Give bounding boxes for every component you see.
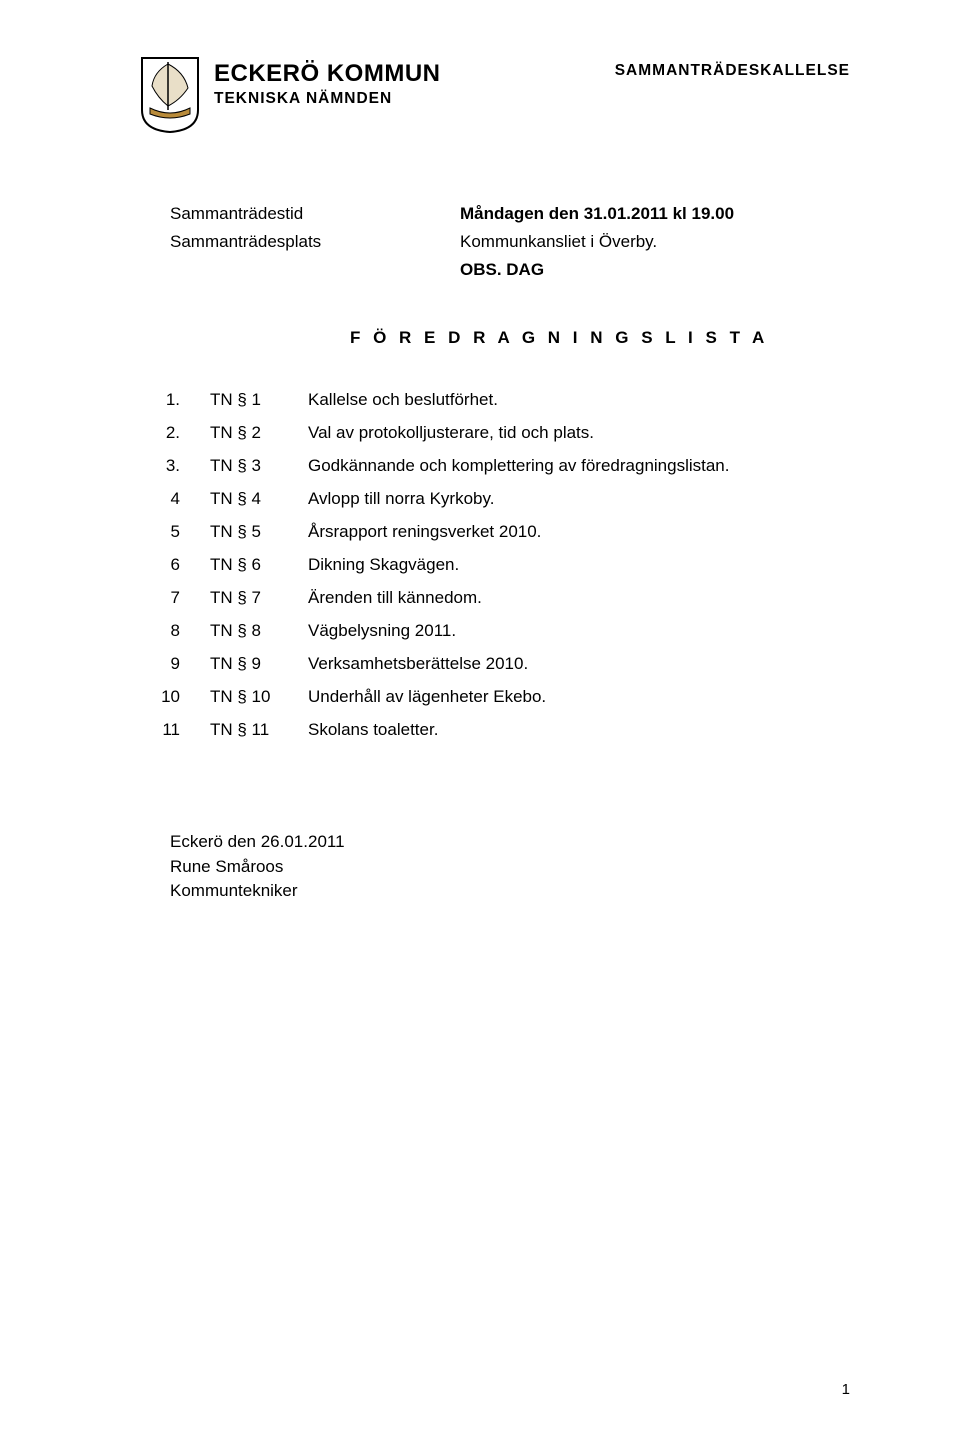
meeting-place-value: Kommunkansliet i Överby.	[460, 232, 657, 252]
agenda-item-desc: Skolans toaletter.	[298, 720, 850, 740]
agenda-item-desc: Årsrapport reningsverket 2010.	[298, 522, 850, 542]
agenda-item: 9 TN § 9 Verksamhetsberättelse 2010.	[140, 654, 850, 674]
agenda-heading: F Ö R E D R A G N I N G S L I S T A	[350, 328, 850, 348]
agenda-item-num: 8	[140, 621, 188, 641]
agenda-item-num: 6	[140, 555, 188, 575]
agenda-item-num: 5	[140, 522, 188, 542]
meeting-place-label: Sammanträdesplats	[170, 232, 460, 252]
meeting-time-row: Sammanträdestid Måndagen den 31.01.2011 …	[170, 204, 850, 224]
agenda-item: 8 TN § 8 Vägbelysning 2011.	[140, 621, 850, 641]
agenda-item-ref: TN § 7	[188, 588, 298, 608]
agenda-item-desc: Kallelse och beslutförhet.	[298, 390, 850, 410]
page: ECKERÖ KOMMUN TEKNISKA NÄMNDEN SAMMANTRÄ…	[0, 0, 960, 1448]
meeting-time-value: Måndagen den 31.01.2011 kl 19.00	[460, 204, 734, 224]
agenda-item-ref: TN § 6	[188, 555, 298, 575]
footer: Eckerö den 26.01.2011 Rune Småroos Kommu…	[170, 830, 850, 904]
agenda-item: 1. TN § 1 Kallelse och beslutförhet.	[140, 390, 850, 410]
agenda-item-ref: TN § 2	[188, 423, 298, 443]
agenda-item-num: 10	[140, 687, 188, 707]
agenda-list: 1. TN § 1 Kallelse och beslutförhet. 2. …	[140, 390, 850, 740]
agenda-item: 11 TN § 11 Skolans toaletter.	[140, 720, 850, 740]
agenda-item-num: 7	[140, 588, 188, 608]
agenda-item: 4 TN § 4 Avlopp till norra Kyrkoby.	[140, 489, 850, 509]
header-text: ECKERÖ KOMMUN TEKNISKA NÄMNDEN SAMMANTRÄ…	[214, 60, 850, 108]
agenda-item-desc: Underhåll av lägenheter Ekebo.	[298, 687, 850, 707]
agenda-item: 3. TN § 3 Godkännande och komplettering …	[140, 456, 850, 476]
agenda-item-desc: Avlopp till norra Kyrkoby.	[298, 489, 850, 509]
meeting-obs: OBS. DAG	[460, 260, 850, 280]
agenda-item-ref: TN § 8	[188, 621, 298, 641]
agenda-item-desc: Val av protokolljusterare, tid och plats…	[298, 423, 850, 443]
agenda-item-num: 1.	[140, 390, 188, 410]
agenda-item-ref: TN § 4	[188, 489, 298, 509]
agenda-item-ref: TN § 9	[188, 654, 298, 674]
agenda-item: 10 TN § 10 Underhåll av lägenheter Ekebo…	[140, 687, 850, 707]
agenda-item-ref: TN § 5	[188, 522, 298, 542]
agenda-item: 2. TN § 2 Val av protokolljusterare, tid…	[140, 423, 850, 443]
agenda-item-num: 4	[140, 489, 188, 509]
agenda-item: 5 TN § 5 Årsrapport reningsverket 2010.	[140, 522, 850, 542]
meeting-place-row: Sammanträdesplats Kommunkansliet i Överb…	[170, 232, 850, 252]
agenda-item-ref: TN § 11	[188, 720, 298, 740]
dept-name: TEKNISKA NÄMNDEN	[214, 90, 441, 108]
page-number: 1	[842, 1381, 850, 1398]
agenda-item-num: 3.	[140, 456, 188, 476]
agenda-item-desc: Verksamhetsberättelse 2010.	[298, 654, 850, 674]
meeting-info: Sammanträdestid Måndagen den 31.01.2011 …	[170, 204, 850, 280]
footer-title: Kommuntekniker	[170, 879, 850, 904]
agenda-item-desc: Vägbelysning 2011.	[298, 621, 850, 641]
agenda-item-desc: Dikning Skagvägen.	[298, 555, 850, 575]
agenda-item-ref: TN § 1	[188, 390, 298, 410]
org-name: ECKERÖ KOMMUN	[214, 60, 441, 88]
agenda-item: 6 TN § 6 Dikning Skagvägen.	[140, 555, 850, 575]
agenda-item-ref: TN § 3	[188, 456, 298, 476]
doc-type: SAMMANTRÄDESKALLELSE	[615, 62, 850, 80]
header: ECKERÖ KOMMUN TEKNISKA NÄMNDEN SAMMANTRÄ…	[140, 60, 850, 134]
agenda-item-num: 2.	[140, 423, 188, 443]
municipal-shield-logo	[140, 56, 200, 134]
agenda-item-num: 9	[140, 654, 188, 674]
footer-signer: Rune Småroos	[170, 855, 850, 880]
agenda-item-num: 11	[140, 720, 188, 740]
org-block: ECKERÖ KOMMUN TEKNISKA NÄMNDEN	[214, 60, 441, 108]
footer-place-date: Eckerö den 26.01.2011	[170, 830, 850, 855]
agenda-item: 7 TN § 7 Ärenden till kännedom.	[140, 588, 850, 608]
meeting-time-label: Sammanträdestid	[170, 204, 460, 224]
agenda-item-desc: Ärenden till kännedom.	[298, 588, 850, 608]
agenda-item-ref: TN § 10	[188, 687, 298, 707]
agenda-item-desc: Godkännande och komplettering av föredra…	[298, 456, 850, 476]
